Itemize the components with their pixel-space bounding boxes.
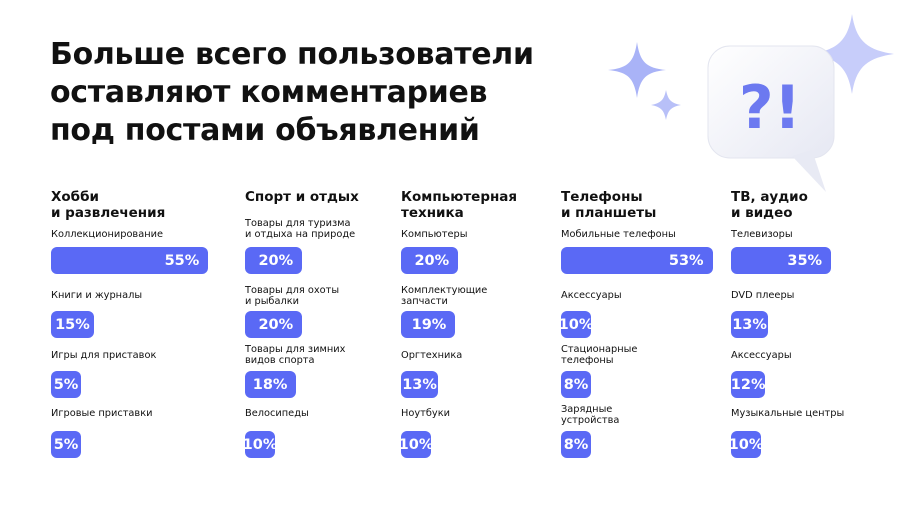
- value-label: 13%: [402, 376, 437, 393]
- sparkle-icon: [651, 90, 681, 120]
- item-label: Ноутбуки: [401, 408, 450, 419]
- value-bar: 10%: [558, 311, 594, 338]
- category-title: Хобби и развлечения: [51, 189, 166, 221]
- value-bar: 5%: [51, 371, 81, 398]
- value-bar: 53%: [561, 247, 713, 274]
- item-label: Книги и журналы: [51, 290, 143, 301]
- value-bar: 19%: [401, 311, 456, 338]
- item-label: Стационарные телефоны: [561, 344, 638, 366]
- category-title: Компьютерная техника: [401, 189, 518, 221]
- item-label: Зарядные устройства: [561, 404, 620, 426]
- value-bar: 10%: [398, 431, 434, 458]
- item-label: Оргтехника: [401, 350, 463, 361]
- value-bar: 13%: [731, 311, 769, 338]
- category-title: ТВ, аудио и видео: [731, 189, 808, 221]
- value-label: 20%: [258, 252, 294, 269]
- value-label: 12%: [730, 376, 766, 393]
- value-label: 20%: [414, 252, 450, 269]
- value-label: 10%: [728, 436, 764, 453]
- sparkle-icon: [608, 42, 666, 98]
- value-label: 10%: [558, 316, 594, 333]
- value-label: 18%: [252, 376, 288, 393]
- item-label: Аксессуары: [731, 350, 792, 361]
- value-label: 13%: [732, 316, 767, 333]
- value-bar: 5%: [51, 431, 81, 458]
- value-bar: 10%: [242, 431, 278, 458]
- value-label: 5%: [53, 436, 79, 453]
- category-title: Телефоны и планшеты: [561, 189, 657, 221]
- item-label: DVD плееры: [731, 290, 795, 301]
- value-label: 35%: [787, 252, 823, 269]
- value-label: 15%: [55, 316, 90, 333]
- value-bar: 10%: [728, 431, 764, 458]
- item-label: Коллекционирование: [51, 229, 164, 240]
- page-title: Больше всего пользователи оставляют комм…: [50, 37, 534, 148]
- item-label: Товары для зимних видов спорта: [245, 344, 346, 366]
- category-title: Спорт и отдых: [245, 189, 359, 205]
- value-label: 8%: [563, 436, 589, 453]
- value-label: 8%: [563, 376, 589, 393]
- item-label: Велосипеды: [245, 408, 309, 419]
- value-bar: 55%: [51, 247, 209, 274]
- item-label: Музыкальные центры: [731, 408, 845, 419]
- value-label: 10%: [398, 436, 434, 453]
- value-bar: 8%: [561, 431, 591, 458]
- item-label: Товары для туризма и отдыха на природе: [245, 218, 356, 240]
- item-label: Мобильные телефоны: [561, 229, 676, 240]
- value-bar: 20%: [245, 311, 303, 338]
- value-bar: 18%: [245, 371, 297, 398]
- value-bar: 20%: [245, 247, 303, 274]
- value-label: 53%: [668, 252, 704, 269]
- question-exclamation-bubble-icon: ?!: [608, 14, 894, 192]
- item-label: Аксессуары: [561, 290, 622, 301]
- item-label: Комплектующие запчасти: [401, 285, 488, 307]
- item-label: Игровые приставки: [51, 408, 153, 419]
- value-bar: 13%: [401, 371, 439, 398]
- value-bar: 15%: [51, 311, 94, 338]
- value-bar: 20%: [401, 247, 459, 274]
- value-label: 5%: [53, 376, 79, 393]
- item-label: Товары для охоты и рыбалки: [245, 285, 340, 307]
- value-bar: 12%: [730, 371, 766, 398]
- bubble-text: ?!: [739, 73, 801, 143]
- value-bar: 35%: [731, 247, 832, 274]
- item-label: Телевизоры: [731, 229, 793, 240]
- sparkle-icon: [810, 14, 894, 94]
- value-label: 19%: [411, 316, 447, 333]
- value-label: 55%: [164, 252, 200, 269]
- item-label: Компьютеры: [401, 229, 468, 240]
- value-label: 20%: [258, 316, 294, 333]
- value-label: 10%: [242, 436, 278, 453]
- value-bar: 8%: [561, 371, 591, 398]
- item-label: Игры для приставок: [51, 350, 157, 361]
